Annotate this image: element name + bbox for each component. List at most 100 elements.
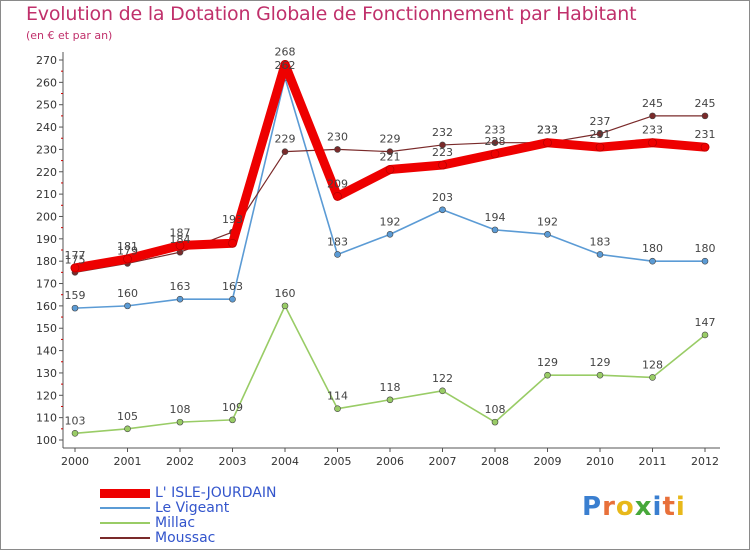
chart-title: Evolution de la Dotation Globale de Fonc… [26, 3, 637, 25]
y-tick-label: 140 [36, 345, 57, 358]
data-label: 231 [695, 128, 716, 141]
data-point [71, 304, 79, 312]
data-point [333, 192, 342, 201]
data-point [648, 138, 657, 148]
data-label: 128 [642, 358, 663, 371]
y-tick-label: 100 [36, 434, 57, 447]
data-label: 192 [537, 215, 558, 228]
data-point [176, 295, 184, 303]
data-point [595, 142, 605, 152]
data-point [124, 425, 131, 433]
data-label: 103 [65, 414, 86, 427]
data-label: 160 [275, 287, 296, 300]
data-point [701, 257, 709, 265]
data-point [700, 142, 710, 152]
data-point [490, 149, 500, 159]
data-point [649, 257, 656, 265]
data-point [544, 371, 551, 379]
x-tick-label: 2001 [114, 455, 142, 468]
data-point [438, 160, 447, 170]
data-point [281, 148, 289, 155]
y-tick-label: 190 [36, 233, 57, 246]
x-tick-label: 2005 [324, 455, 352, 468]
x-tick-label: 2008 [481, 455, 509, 468]
y-tick-label: 110 [36, 412, 57, 425]
legend-swatch-2 [100, 522, 150, 524]
data-label: 203 [432, 191, 453, 204]
legend-swatch-3 [100, 537, 150, 539]
data-label: 180 [695, 242, 716, 255]
data-point [281, 302, 289, 310]
data-label: 193 [222, 213, 243, 226]
data-label: 232 [432, 126, 453, 139]
data-label: 245 [695, 97, 716, 110]
x-tick-label: 2003 [219, 455, 247, 468]
data-point [229, 295, 236, 303]
logo-letter: i [675, 492, 686, 522]
data-point [385, 165, 395, 174]
data-label: 230 [327, 130, 348, 143]
y-tick-label: 130 [36, 367, 57, 380]
data-label: 129 [537, 356, 558, 369]
logo-letter: P [582, 492, 603, 522]
data-point [596, 371, 604, 379]
legend-label-2: Millac [155, 515, 196, 531]
y-tick-label: 270 [36, 54, 57, 67]
data-label: 109 [222, 401, 243, 414]
data-label: 237 [590, 115, 611, 128]
logo-letter: x [634, 492, 653, 522]
legend-swatch-0 [100, 489, 150, 498]
data-point [334, 405, 341, 413]
data-label: 118 [380, 381, 401, 394]
x-tick-label: 2010 [586, 455, 614, 468]
data-label: 192 [380, 215, 401, 228]
y-tick-label: 230 [36, 143, 57, 156]
data-point [123, 254, 132, 264]
data-label: 221 [380, 151, 401, 164]
data-label: 159 [65, 289, 86, 302]
data-point [386, 231, 394, 238]
y-tick-label: 170 [36, 278, 57, 291]
data-point [334, 251, 341, 258]
data-label: 114 [327, 390, 348, 403]
data-point [228, 238, 237, 248]
data-label: 233 [537, 124, 558, 137]
data-point [701, 331, 709, 339]
data-point [544, 231, 551, 238]
y-tick-label: 180 [36, 255, 57, 268]
data-label: 108 [170, 403, 191, 416]
x-tick-label: 2012 [691, 455, 719, 468]
logo-letter: o [615, 492, 635, 522]
y-tick-label: 150 [36, 322, 57, 335]
data-point [386, 396, 394, 404]
data-point [701, 112, 709, 120]
data-point [649, 112, 656, 120]
data-point [176, 418, 184, 426]
data-label: 231 [590, 128, 611, 141]
data-point [439, 141, 446, 149]
data-point [124, 302, 131, 310]
legend-label-3: Moussac [155, 530, 216, 546]
data-label: 175 [65, 253, 86, 266]
x-tick-label: 2006 [376, 455, 404, 468]
y-tick-label: 210 [36, 188, 57, 201]
data-point [491, 139, 499, 147]
data-label: 177 [65, 249, 86, 262]
data-label: 180 [642, 242, 663, 255]
data-label: 245 [642, 97, 663, 110]
data-label: 160 [117, 287, 138, 300]
data-label: 181 [117, 240, 138, 253]
data-label: 122 [432, 372, 453, 385]
series-line-1 [74, 77, 706, 309]
data-label: 129 [590, 356, 611, 369]
data-label: 108 [485, 403, 506, 416]
data-point [596, 130, 604, 138]
y-tick-label: 200 [36, 210, 57, 223]
data-label: 262 [275, 59, 296, 72]
data-point [491, 226, 499, 234]
data-point [543, 138, 552, 148]
data-point [596, 251, 604, 258]
